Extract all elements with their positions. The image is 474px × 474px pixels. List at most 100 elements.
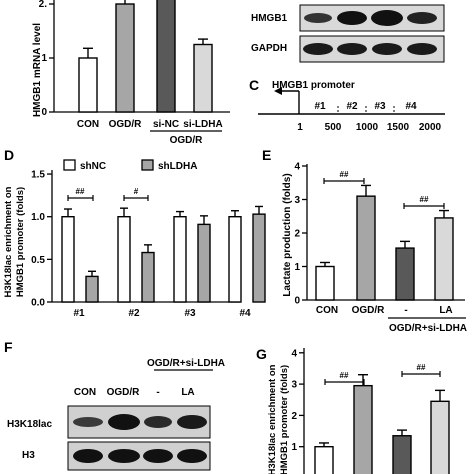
panel-g-ylabel-line2: HMGB1 promoter (folds) xyxy=(279,365,290,474)
panel-e-xlabel: - xyxy=(404,305,407,316)
position-label: 1000 xyxy=(356,122,379,133)
panel-d-ylabel-line2: HMGB1 promoter (folds) xyxy=(15,187,26,297)
panel-a-bars xyxy=(78,0,213,113)
panel-e-xlabel: CON xyxy=(316,305,338,316)
blot-band xyxy=(108,414,140,430)
panel-f-group-label: OGD/R+si-LDHA xyxy=(147,358,225,369)
bar xyxy=(395,247,415,301)
panel-e: E Lactate production (folds) 0 1 2 3 4 ## ##… xyxy=(262,147,467,334)
bar xyxy=(141,251,155,303)
y-tick-label: 1.5 xyxy=(31,170,45,181)
sig-mark: ## xyxy=(340,170,349,179)
panel-e-ylabel: Lactate production (folds) xyxy=(282,173,293,296)
legend-swatch-shnc xyxy=(63,159,76,171)
bar xyxy=(78,57,98,113)
panel-g-bars xyxy=(314,374,450,474)
panel-e-letter: E xyxy=(262,147,271,163)
sig-mark: ## xyxy=(340,371,349,380)
panel-g: G H3K18lac enrichment on HMGB1 promoter … xyxy=(256,346,450,474)
blot-band xyxy=(304,13,332,23)
bar xyxy=(173,215,187,303)
blot-band xyxy=(177,415,207,429)
position-label: 1500 xyxy=(387,122,410,133)
panel-a-xlabel: si-NC xyxy=(153,119,179,130)
panel-a-xlabel: CON xyxy=(77,119,99,130)
bar xyxy=(430,400,450,474)
bar xyxy=(252,213,266,303)
bar xyxy=(117,215,131,303)
panel-d-xlabel: #1 xyxy=(73,308,85,319)
blot-band xyxy=(372,43,402,55)
panel-f-letter: F xyxy=(4,339,13,355)
blot-band xyxy=(337,11,367,25)
panel-c-letter: C xyxy=(249,77,259,93)
legend-label-shnc: shNC xyxy=(80,161,106,172)
blot-band xyxy=(407,12,437,24)
panel-g-letter: G xyxy=(256,346,267,362)
tss-arrow-head xyxy=(274,87,282,95)
panel-a: HMGB1 mRNA level 2. 1 0 CON OGD/R si-NC … xyxy=(32,0,230,146)
panel-f-lane-label: OGD/R xyxy=(107,387,141,398)
panel-d-yticks: 0.0 0.5 1.0 1.5 xyxy=(31,170,52,309)
panel-a-ylabel: HMGB1 mRNA level xyxy=(32,23,43,117)
panel-b: HMGB1 GAPDH xyxy=(251,4,445,63)
bar xyxy=(115,3,135,113)
sig-mark: # xyxy=(134,187,139,196)
blot-band xyxy=(73,449,103,463)
panel-b-band-label: HMGB1 xyxy=(251,13,288,24)
bar xyxy=(434,217,454,301)
panel-a-ytick-label: 1 xyxy=(41,53,47,64)
y-tick-label: 4 xyxy=(294,162,300,173)
bar xyxy=(61,215,75,303)
panel-f-band-label: H3K18lac xyxy=(7,419,52,430)
panel-e-yticks: 0 1 2 3 4 xyxy=(294,162,307,307)
panel-f-lane-label: - xyxy=(156,387,159,398)
legend-swatch-shldha xyxy=(141,159,154,171)
panel-d-xlabel: #3 xyxy=(184,308,196,319)
bar xyxy=(228,215,242,303)
blot-band xyxy=(337,43,367,55)
panel-f: F OGD/R+si-LDHA CON OGD/R - LA H3K18lac … xyxy=(4,339,225,471)
y-tick-label: 3 xyxy=(294,195,300,206)
panel-d: D H3K18lac enrichment on HMGB1 promoter … xyxy=(3,147,266,319)
y-tick-label: 2 xyxy=(294,229,300,240)
panel-f-lane-label: LA xyxy=(181,387,194,398)
y-tick-label: 0.0 xyxy=(31,298,45,309)
region-label: #1 xyxy=(314,101,326,112)
y-tick-label: 1 xyxy=(291,442,297,453)
panel-a-ytick-label: 0 xyxy=(41,107,47,118)
bar xyxy=(193,43,213,113)
y-tick-label: 1 xyxy=(294,262,300,273)
position-label: 500 xyxy=(325,122,342,133)
y-tick-label: 2 xyxy=(291,411,297,422)
panel-a-group-label: OGD/R xyxy=(170,135,204,146)
y-tick-label: 0 xyxy=(294,296,300,307)
panel-a-xlabel: OGD/R xyxy=(109,119,143,130)
bar xyxy=(392,435,412,474)
panel-g-ylabel-line1: H3K18lac enrichment on xyxy=(267,364,278,474)
panel-b-band-label: GAPDH xyxy=(251,43,287,54)
bar xyxy=(156,0,176,113)
position-label: 1 xyxy=(297,122,303,133)
blot-band xyxy=(144,416,172,428)
region-label: #4 xyxy=(405,101,417,112)
y-tick-label: 0.5 xyxy=(31,255,45,266)
panel-f-band-label: H3 xyxy=(22,450,35,461)
legend-label-shldha: shLDHA xyxy=(158,161,197,172)
blot-band xyxy=(177,449,207,463)
panel-f-lane-label: CON xyxy=(74,387,96,398)
blot-band xyxy=(407,43,437,55)
sig-mark: ## xyxy=(417,363,426,372)
panel-d-bars xyxy=(61,205,266,303)
position-label: 2000 xyxy=(419,122,442,133)
panel-e-xlabel: OGD/R xyxy=(352,305,386,316)
bar xyxy=(356,195,376,301)
bar xyxy=(353,384,373,474)
panel-e-bars xyxy=(315,184,454,301)
bar xyxy=(85,275,99,303)
sig-mark: ## xyxy=(76,187,85,196)
y-tick-label: 1.0 xyxy=(31,212,45,223)
panel-d-xlabel: #4 xyxy=(239,308,251,319)
